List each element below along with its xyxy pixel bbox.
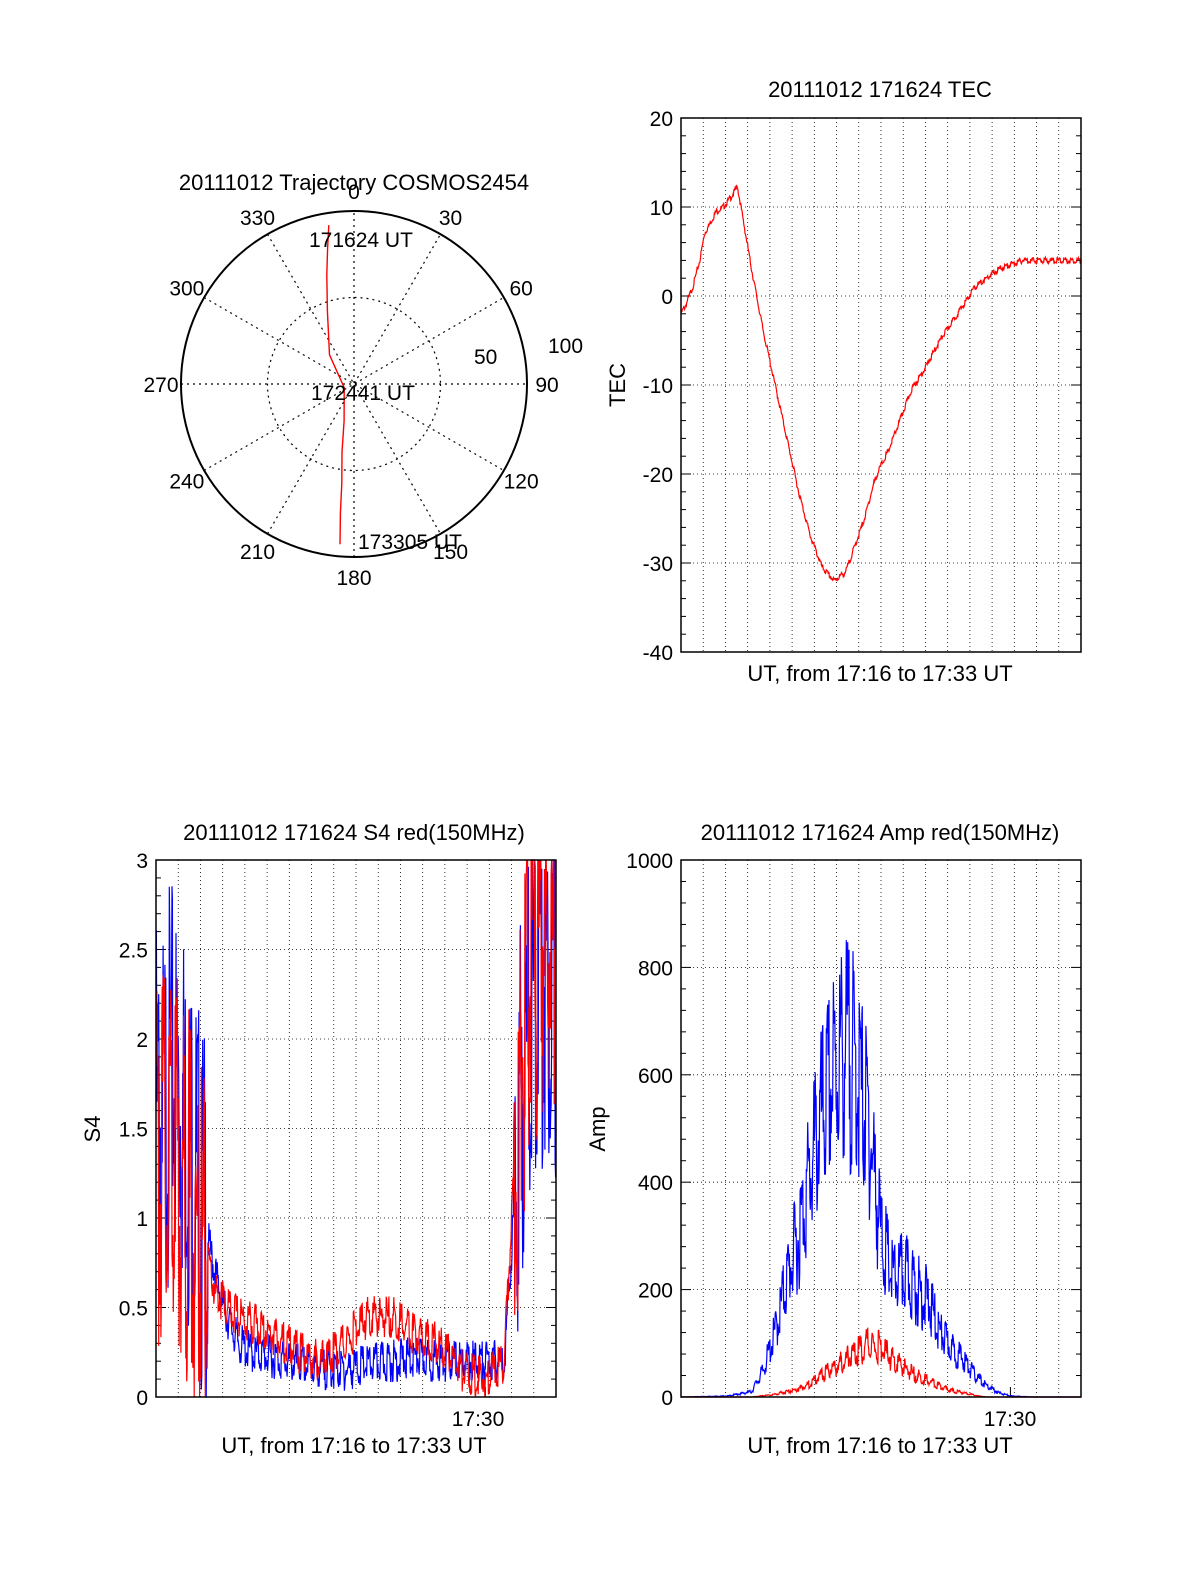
polar-angle-label: 60 (509, 278, 532, 301)
amp-xlabel: UT, from 17:16 to 17:33 UT (747, 1433, 1012, 1458)
polar-angle-label: 300 (169, 278, 204, 301)
p-amp-grid (681, 859, 1081, 1398)
polar-angle-label: 270 (143, 374, 178, 397)
y-tick-label: 2 (136, 1029, 148, 1052)
trajectory-title: 20111012 Trajectory COSMOS2454 (179, 170, 529, 195)
polar-angle-label: 330 (240, 207, 275, 230)
y-tick-label: 3 (136, 850, 148, 873)
s4-xlabel: UT, from 17:16 to 17:33 UT (221, 1433, 486, 1458)
series-line-red (681, 1327, 1081, 1398)
polar-angle-label: 180 (336, 567, 371, 590)
polar-angle-label: 0 (348, 181, 360, 204)
p-amp-frame (680, 859, 1082, 1398)
s4-title: 20111012 171624 S4 red(150MHz) (183, 820, 525, 845)
y-tick-label: -30 (643, 553, 673, 576)
polar-outer-ring (180, 210, 528, 558)
amp-title: 20111012 171624 Amp red(150MHz) (701, 820, 1060, 845)
tec-xlabel: UT, from 17:16 to 17:33 UT (747, 661, 1012, 686)
y-tick-label: 1 (136, 1208, 148, 1231)
trajectory-line (326, 225, 345, 545)
y-tick-label: 20 (650, 108, 673, 131)
y-tick-label: 10 (650, 197, 673, 220)
amp-ylabel: Amp (585, 1106, 610, 1151)
y-tick-label: 1.5 (119, 1119, 148, 1142)
tec-chart: 20111012 171624 TEC UT, from 17:16 to 17… (605, 77, 1082, 686)
polar-grid (181, 211, 527, 557)
y-tick-label: 0 (661, 286, 673, 309)
y-tick-label: 200 (638, 1280, 673, 1303)
annotation-start-time: 171624 UT (309, 229, 413, 252)
polar-angle-label: 30 (439, 207, 462, 230)
polar-angle-label: 120 (504, 471, 539, 494)
y-tick-label: 400 (638, 1172, 673, 1195)
amp-xtick-label: 17:30 (984, 1408, 1037, 1431)
y-tick-label: 0 (136, 1387, 148, 1410)
y-tick-label: -40 (643, 642, 673, 665)
polar-angle-label: 210 (240, 541, 275, 564)
polar-radius-label-50: 50 (474, 346, 497, 369)
polar-radius-label-100: 100 (548, 335, 583, 358)
y-tick-label: 2.5 (119, 940, 148, 963)
trajectory-polar-chart: 20111012 Trajectory COSMOS2454 0 30 60 90 12… (143, 170, 583, 590)
y-tick-label: -10 (643, 375, 673, 398)
tec-title: 20111012 171624 TEC (768, 77, 992, 102)
y-tick-label: 1000 (626, 850, 673, 873)
polar-spoke (203, 296, 505, 472)
polar-spoke (266, 233, 442, 535)
amp-chart: 20111012 171624 Amp red(150MHz) UT, from… (585, 820, 1082, 1458)
series-line-red (155, 859, 557, 1398)
polar-angle-label: 240 (169, 471, 204, 494)
series-line-red (680, 184, 1082, 582)
polar-angle-label: 90 (535, 374, 558, 397)
y-tick-label: 800 (638, 957, 673, 980)
s4-chart: 20111012 171624 S4 red(150MHz) UT, from … (80, 820, 557, 1458)
s4-xtick-label: 17:30 (452, 1408, 505, 1431)
p-s4-grid (156, 859, 556, 1398)
p-s4-frame (155, 859, 557, 1398)
annotation-end-time: 173305 UT (358, 531, 462, 554)
polar-angle-labels: 0 30 60 90 120 150 180 210 240 270 300 330 (143, 181, 558, 590)
p-tec-grid (681, 117, 1081, 653)
y-tick-label: 600 (638, 1065, 673, 1088)
polar-spoke (266, 233, 442, 535)
polar-series (326, 225, 345, 545)
y-tick-label: -20 (643, 464, 673, 487)
y-tick-label: 0 (661, 1387, 673, 1410)
s4-ylabel: S4 (80, 1116, 105, 1143)
polar-spoke (203, 296, 505, 472)
annotation-mid-time: 172441 UT (311, 382, 415, 405)
tec-ylabel: TEC (605, 363, 630, 407)
p-tec-frame (680, 117, 1082, 653)
y-tick-label: 0.5 (119, 1298, 148, 1321)
polar-angle-label: 150 (433, 541, 468, 564)
